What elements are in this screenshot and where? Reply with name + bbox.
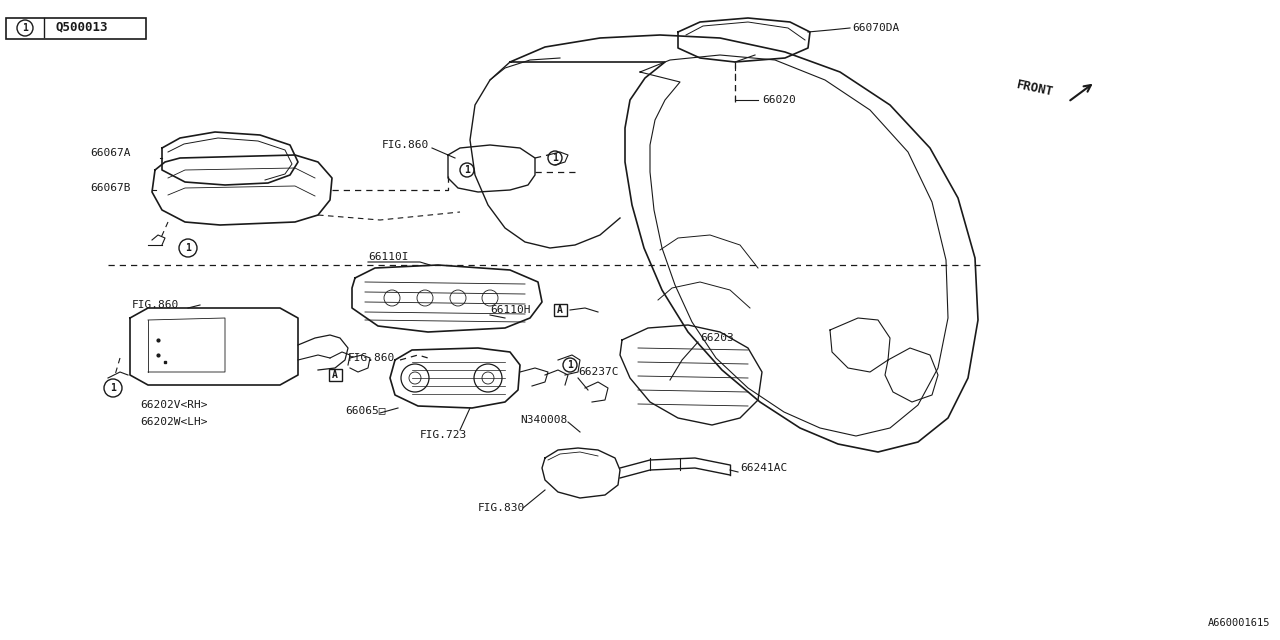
Text: 66237C: 66237C: [579, 367, 618, 377]
Bar: [6, 18, 146, 39]
Text: 66202W<LH>: 66202W<LH>: [140, 417, 207, 427]
Text: 66110H: 66110H: [490, 305, 530, 315]
Text: FIG.860: FIG.860: [132, 300, 179, 310]
Text: FRONT: FRONT: [1015, 77, 1055, 99]
Text: A660001615: A660001615: [1207, 618, 1270, 628]
Text: FIG.860: FIG.860: [381, 140, 429, 150]
Text: 66067B: 66067B: [90, 183, 131, 193]
Text: 1: 1: [465, 165, 470, 175]
Text: 66203: 66203: [700, 333, 733, 343]
Text: 66241AC: 66241AC: [740, 463, 787, 473]
Text: 1: 1: [22, 23, 28, 33]
Bar: [329, 369, 342, 381]
Text: FIG.723: FIG.723: [420, 430, 467, 440]
Text: 66067A: 66067A: [90, 148, 131, 158]
Text: 66110I: 66110I: [369, 252, 408, 262]
Text: 1: 1: [186, 243, 191, 253]
Text: A: A: [332, 370, 338, 380]
Text: FIG.860: FIG.860: [348, 353, 396, 363]
Text: 1: 1: [110, 383, 116, 393]
Text: Q500013: Q500013: [55, 20, 108, 33]
Text: 1: 1: [552, 153, 558, 163]
Text: 66202V<RH>: 66202V<RH>: [140, 400, 207, 410]
Text: N340008: N340008: [520, 415, 567, 425]
Text: 66065□: 66065□: [346, 405, 385, 415]
Bar: [553, 304, 567, 316]
Text: A: A: [557, 305, 563, 315]
Text: 66070DA: 66070DA: [852, 23, 900, 33]
Text: 66020: 66020: [762, 95, 796, 105]
Text: 1: 1: [567, 360, 573, 370]
Text: FIG.830: FIG.830: [477, 503, 525, 513]
